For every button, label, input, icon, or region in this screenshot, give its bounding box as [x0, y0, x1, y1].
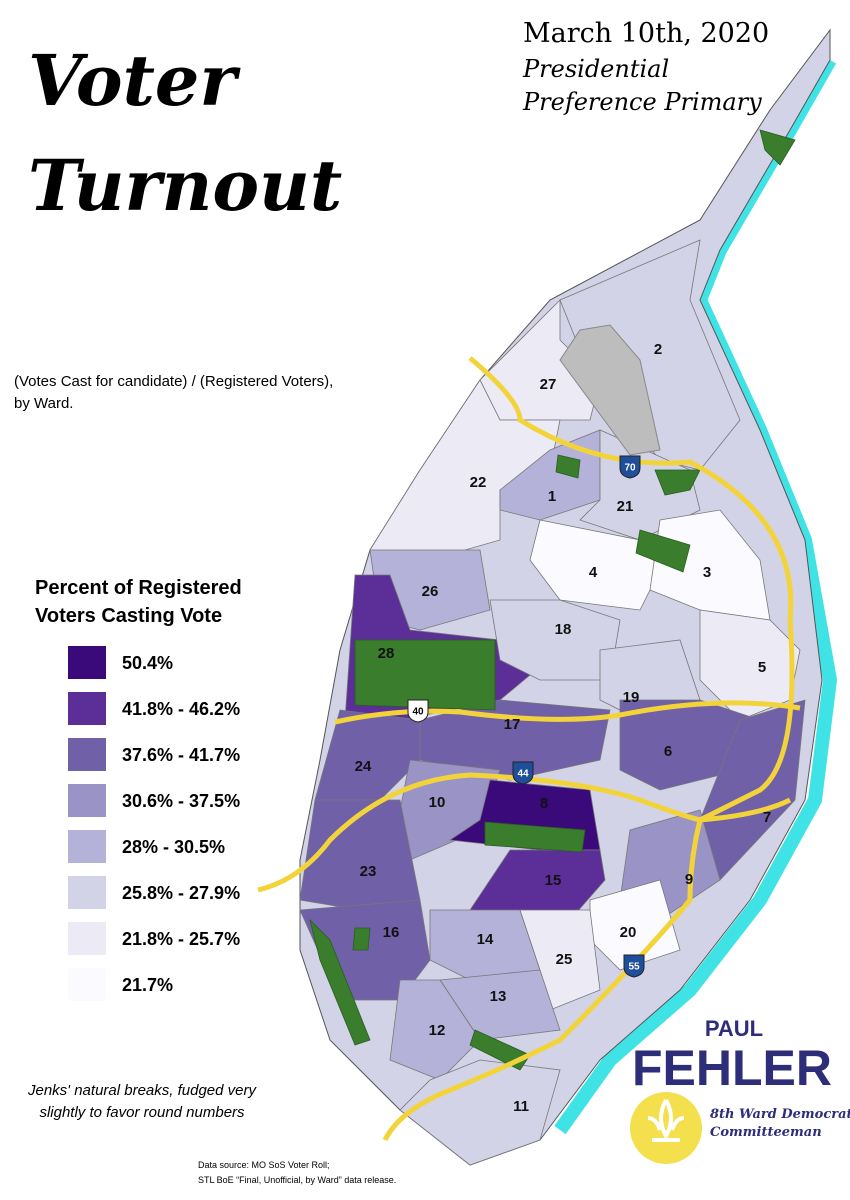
legend-swatch — [68, 692, 106, 725]
subtitle: Presidential — [522, 55, 669, 83]
legend-swatch — [68, 830, 106, 863]
legend-label: 50.4% — [122, 653, 173, 673]
park — [484, 821, 586, 853]
ward-label: 1 — [548, 488, 556, 505]
legend-swatch — [68, 876, 106, 909]
ward-label: 11 — [513, 1098, 529, 1115]
highway-shield — [623, 954, 645, 978]
ward-label: 27 — [540, 376, 557, 393]
park — [759, 129, 796, 166]
ward-label: 22 — [470, 474, 487, 491]
highway-number: 55 — [628, 962, 640, 973]
ward-label: 13 — [490, 988, 507, 1005]
ward — [389, 979, 481, 1081]
ward-label: 3 — [703, 564, 711, 581]
legend-swatch — [68, 922, 106, 955]
legend-label: 25.8% - 27.9% — [122, 883, 240, 903]
legend-label: 28% - 30.5% — [122, 837, 225, 857]
brand-first: PAUL — [705, 1016, 763, 1041]
ward-label: 26 — [422, 583, 439, 600]
fleur-de-lis — [647, 1099, 685, 1142]
airport — [559, 324, 661, 456]
description: (Votes Cast for candidate) / (Registered… — [14, 373, 333, 390]
park — [309, 918, 371, 1046]
highway-number: 44 — [517, 769, 529, 780]
legend-label: 21.8% - 25.7% — [122, 929, 240, 949]
note: Jenks' natural breaks, fudged very — [27, 1082, 257, 1099]
highway-number: 70 — [624, 463, 636, 474]
ward-label: 17 — [504, 716, 521, 733]
legend-swatch — [68, 784, 106, 817]
ward-label: 7 — [763, 809, 771, 826]
subtitle-date: March 10th, 2020 — [523, 18, 769, 49]
highway-shield — [512, 761, 534, 785]
legend-swatch — [68, 968, 106, 1001]
ward-label: 10 — [429, 794, 446, 811]
park — [635, 529, 691, 573]
ward-label: 23 — [360, 863, 377, 880]
park — [555, 454, 581, 479]
brand-logo — [630, 1092, 702, 1164]
ward-label: 4 — [589, 564, 598, 581]
ward-label: 19 — [623, 689, 640, 706]
park — [654, 469, 701, 496]
ward-label: 6 — [664, 743, 672, 760]
ward-label: 5 — [758, 659, 766, 676]
legend-label: 21.7% — [122, 975, 173, 995]
legend-swatch — [68, 738, 106, 771]
brand-role: 8th Ward Democratic — [710, 1107, 850, 1122]
description: by Ward. — [14, 395, 73, 412]
ward — [399, 1059, 561, 1166]
subtitle: Preference Primary — [522, 88, 762, 116]
ward-label: 28 — [378, 645, 395, 662]
map-text: Voter Turnout March 10th, 2020 President… — [14, 18, 850, 1185]
source: Data source: MO SoS Voter Roll; — [198, 1160, 330, 1170]
ward-label: 20 — [620, 924, 637, 941]
brand-last: FEHLER — [632, 1040, 832, 1096]
brand-role: Committeeman — [710, 1125, 822, 1140]
ward-label: 24 — [355, 758, 372, 775]
source: STL BoE “Final, Unofficial, by Ward” dat… — [198, 1175, 396, 1185]
ward — [469, 849, 606, 921]
legend-title: Percent of Registered — [35, 577, 242, 599]
note: slightly to favor round numbers — [39, 1104, 245, 1121]
ward-label: 16 — [383, 924, 400, 941]
legend-swatch — [68, 646, 106, 679]
ward-label: 18 — [555, 621, 572, 638]
ward-label: 12 — [429, 1022, 446, 1039]
highway-number: 40 — [412, 707, 424, 718]
ward-label: 2 — [654, 341, 662, 358]
ward-label: 9 — [685, 871, 693, 888]
highway — [257, 772, 792, 893]
legend-title: Voters Casting Vote — [35, 605, 222, 627]
park — [352, 927, 371, 951]
ward-label: 8 — [540, 795, 548, 812]
ward — [699, 699, 806, 881]
ward-label: 21 — [617, 498, 634, 515]
ward-label: 25 — [556, 951, 573, 968]
legend-label: 30.6% - 37.5% — [122, 791, 240, 811]
park — [354, 639, 496, 711]
highway-shield — [407, 699, 429, 723]
title: Voter — [28, 39, 241, 122]
ward — [519, 909, 601, 1011]
title: Turnout — [28, 144, 342, 227]
highway — [334, 700, 801, 725]
highway — [382, 356, 795, 1142]
legend-label: 41.8% - 46.2% — [122, 699, 240, 719]
ward-label: 15 — [545, 872, 562, 889]
legend-label: 37.6% - 41.7% — [122, 745, 240, 765]
highway-shield — [619, 455, 641, 479]
ward-label: 14 — [477, 931, 494, 948]
ward — [369, 379, 561, 561]
ward — [314, 709, 421, 801]
